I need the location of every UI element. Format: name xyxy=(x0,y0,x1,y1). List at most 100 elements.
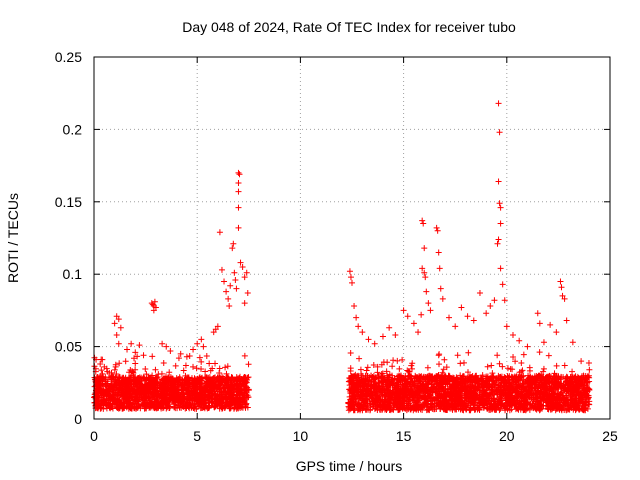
data-point xyxy=(543,378,550,385)
data-point xyxy=(112,361,119,368)
data-point xyxy=(533,390,540,397)
data-point xyxy=(195,390,202,397)
data-point xyxy=(189,381,196,388)
data-point xyxy=(526,367,533,374)
data-point xyxy=(238,404,245,411)
data-point xyxy=(484,405,491,412)
data-point xyxy=(457,360,464,367)
data-point xyxy=(419,381,426,388)
data-point xyxy=(379,385,386,392)
data-point xyxy=(450,382,457,389)
data-point xyxy=(390,379,397,386)
data-point xyxy=(179,393,186,400)
data-point xyxy=(403,407,410,414)
data-point xyxy=(497,405,504,412)
data-point xyxy=(479,395,486,402)
data-point xyxy=(98,394,105,401)
data-point xyxy=(225,383,232,390)
data-point xyxy=(394,404,401,411)
data-point xyxy=(197,393,204,400)
data-point xyxy=(106,404,113,411)
data-point xyxy=(402,392,409,399)
data-point xyxy=(379,401,386,408)
data-point xyxy=(152,383,159,390)
data-point xyxy=(198,358,205,365)
data-point xyxy=(197,381,204,388)
data-point xyxy=(480,382,487,389)
data-point xyxy=(500,382,507,389)
data-point xyxy=(108,395,115,402)
data-point xyxy=(527,376,534,383)
data-point xyxy=(196,396,203,403)
data-point xyxy=(443,364,450,371)
data-point xyxy=(378,373,385,380)
data-point xyxy=(183,391,190,398)
data-point xyxy=(454,390,461,397)
data-point xyxy=(166,369,173,376)
data-point xyxy=(374,386,381,393)
data-point xyxy=(111,391,118,398)
data-point xyxy=(493,387,500,394)
data-point xyxy=(235,405,242,412)
data-point xyxy=(563,406,570,413)
data-point xyxy=(240,399,247,406)
data-point xyxy=(551,381,558,388)
data-point xyxy=(389,363,396,370)
data-point xyxy=(205,382,212,389)
data-point xyxy=(539,393,546,400)
data-point xyxy=(220,375,227,382)
data-point xyxy=(390,406,397,413)
data-point xyxy=(583,375,590,382)
data-point xyxy=(160,385,167,392)
data-point xyxy=(489,380,496,387)
data-point xyxy=(437,405,444,412)
data-point xyxy=(370,361,377,368)
data-point xyxy=(389,380,396,387)
data-point xyxy=(383,386,390,393)
data-point xyxy=(94,386,101,393)
data-point xyxy=(390,398,397,405)
data-point xyxy=(431,404,438,411)
data-point xyxy=(143,383,150,390)
data-point xyxy=(433,373,440,380)
data-point xyxy=(178,387,185,394)
data-point xyxy=(183,402,190,409)
data-point xyxy=(459,405,466,412)
data-point xyxy=(519,392,526,399)
data-point xyxy=(433,379,440,386)
data-point xyxy=(394,396,401,403)
data-point xyxy=(390,388,397,395)
data-point xyxy=(119,403,126,410)
data-point xyxy=(135,379,142,386)
data-point xyxy=(533,404,540,411)
data-point xyxy=(486,376,493,383)
data-point xyxy=(229,399,236,406)
data-point xyxy=(518,386,525,393)
data-point xyxy=(126,369,133,376)
data-point xyxy=(209,365,216,372)
data-point xyxy=(150,391,157,398)
data-point xyxy=(463,396,470,403)
data-point xyxy=(152,374,159,381)
data-point xyxy=(145,394,152,401)
data-point xyxy=(499,392,506,399)
data-point xyxy=(350,399,357,406)
data-point xyxy=(149,379,156,386)
data-point xyxy=(425,377,432,384)
data-point xyxy=(109,385,116,392)
data-point xyxy=(347,403,354,410)
data-point xyxy=(513,396,520,403)
data-point xyxy=(561,362,568,369)
data-point xyxy=(175,386,182,393)
data-point xyxy=(435,397,442,404)
data-point xyxy=(121,402,128,409)
data-point xyxy=(511,401,518,408)
data-point xyxy=(398,381,405,388)
data-point xyxy=(465,349,472,356)
data-point xyxy=(397,389,404,396)
data-point xyxy=(185,386,192,393)
data-point xyxy=(195,398,202,405)
data-point xyxy=(241,386,248,393)
data-point xyxy=(154,393,161,400)
data-point xyxy=(474,377,481,384)
